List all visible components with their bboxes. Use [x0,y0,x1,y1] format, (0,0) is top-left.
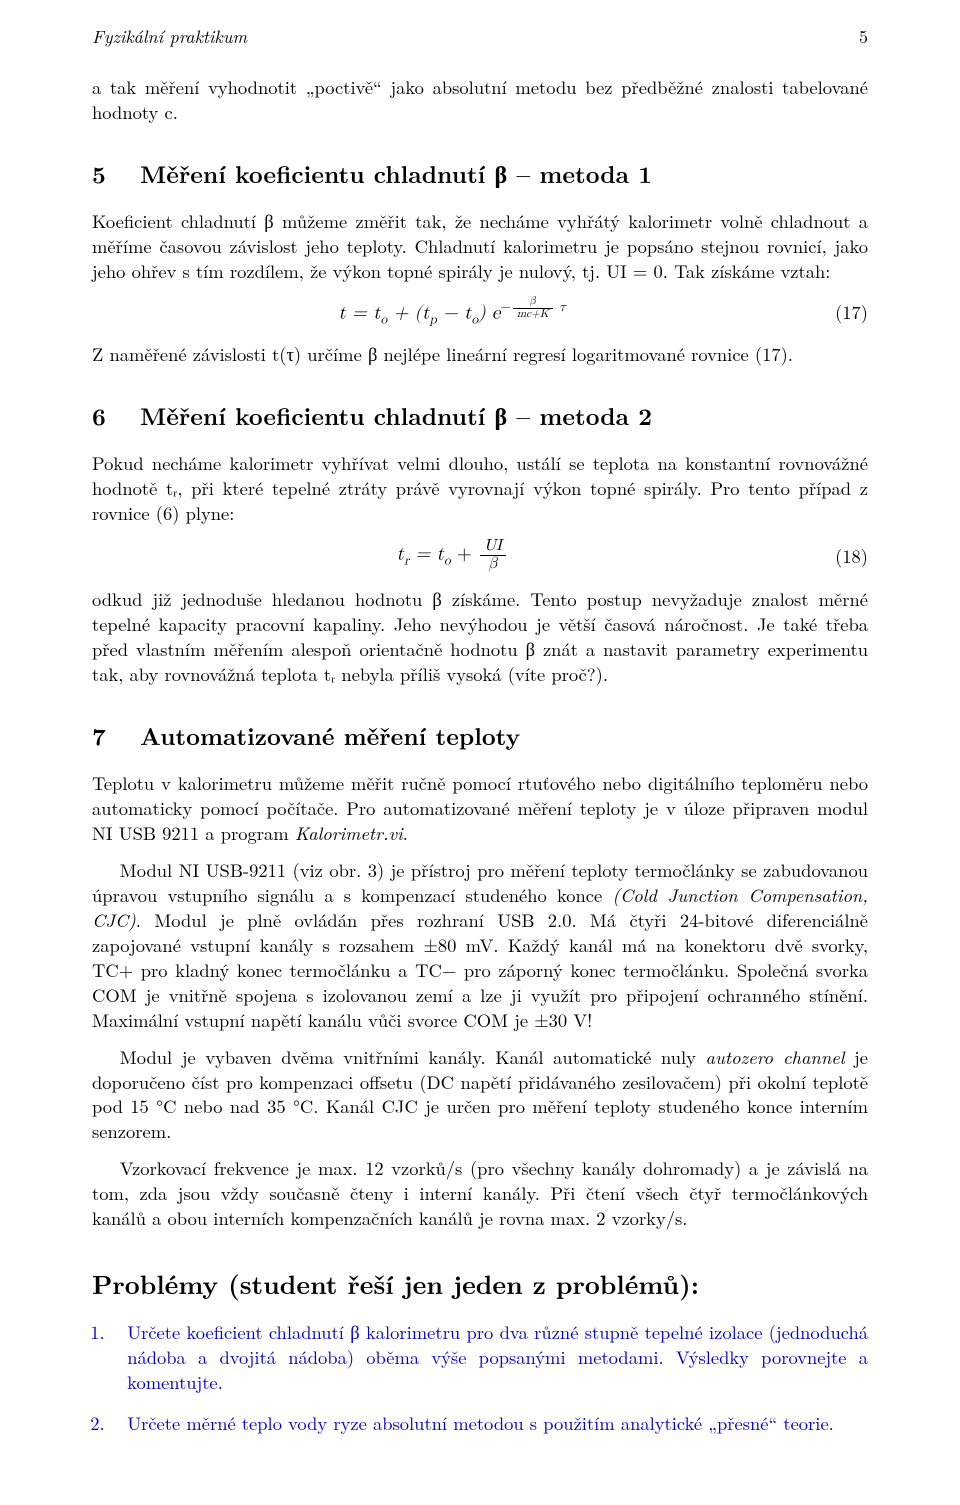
running-title: Fyzikální praktikum [92,24,247,49]
eq17-sub-p: p [429,312,436,326]
sec7-p3-italic: autozero channel [706,1044,845,1070]
eq17-mid3: ) e [478,303,500,322]
problem-item-2: Určete měrné teplo vody ryze absolutní m… [127,1411,868,1436]
section-5-title: Měření koeficientu chladnutí β – metoda … [140,157,652,191]
problems-list: Určete koeficient chladnutí β kalorimetr… [92,1320,868,1436]
section-5-heading: 5Měření koeficientu chladnutí β – metoda… [92,157,868,191]
page-number: 5 [859,24,868,49]
equation-17-body: t = to + (tp − to) e−βmc+K τ [92,296,813,328]
equation-18-number: (18) [813,543,869,569]
section-6-para-2: odkud již jednoduše hledanou hodnotu β z… [92,587,868,687]
section-6-heading: 6Měření koeficientu chladnutí β – metoda… [92,399,868,433]
equation-18-body: tr = to + UIβ [92,538,813,573]
section-6-para-1: Pokud necháme kalorimetr vyhřívat velmi … [92,451,868,526]
problems-heading: Problémy (student řeší jen jeden z probl… [92,1265,868,1302]
eq17-exponent: −βmc+K τ [500,300,566,314]
eq17-frac-num: β [513,296,553,309]
eq18-frac-den: β [480,556,506,573]
section-7-number: 7 [92,719,140,753]
section-7-para-4: Vzorkovací frekvence je max. 12 vzorků/s… [92,1156,868,1231]
eq17-mid2: − t [437,303,472,322]
running-head: Fyzikální praktikum 5 [92,24,868,49]
page: Fyzikální praktikum 5 a tak měření vyhod… [0,0,960,1505]
sec7-p1c: . [403,820,408,846]
eq17-exp-tail: τ [555,300,566,314]
eq17-frac-den: mc+K [513,309,553,321]
section-7-para-1: Teplotu v kalorimetru můžeme měřit ručně… [92,771,868,846]
equation-17: t = to + (tp − to) e−βmc+K τ (17) [92,296,868,328]
section-7-heading: 7Automatizované měření teploty [92,719,868,753]
para-continuation: a tak měření vyhodnotit „poctivě“ jako a… [92,75,868,125]
sec7-p3a: Modul je vybaven dvěma vnitřními kanály.… [120,1044,706,1070]
equation-18: tr = to + UIβ (18) [92,538,868,573]
section-7-para-3: Modul je vybaven dvěma vnitřními kanály.… [92,1045,868,1145]
equation-17-number: (17) [813,299,869,325]
eq18-mid2: + [451,545,478,564]
eq18-frac-num: UI [480,538,506,556]
sec7-p1a: Teplotu v kalorimetru můžeme měřit ručně… [92,770,868,846]
section-5-number: 5 [92,157,140,191]
section-7-title: Automatizované měření teploty [140,719,520,753]
eq17-lhs: t = t [338,303,380,322]
eq18-lhs: t [397,545,404,564]
problem-item-1: Určete koeficient chladnutí β kalorimetr… [127,1320,868,1395]
sec7-p1-italic: Kalorimetr.vi [295,820,403,846]
sec7-p2c: . Modul je plně ovládán přes rozhraní US… [92,907,868,1033]
eq18-frac: UIβ [480,538,506,573]
section-5-para-1: Koeficient chladnutí β můžeme změřit tak… [92,209,868,284]
eq18-mid1: = t [409,545,444,564]
eq17-frac: βmc+K [513,296,553,321]
section-6-number: 6 [92,399,140,433]
section-6-title: Měření koeficientu chladnutí β – metoda … [140,399,652,433]
section-7-para-2: Modul NI USB-9211 (viz obr. 3) je přístr… [92,858,868,1033]
eq17-mid1: + (t [387,303,429,322]
eq18-sub-o: o [444,553,451,567]
section-5-para-2: Z naměřené závislosti t(τ) určíme β nejl… [92,342,868,367]
